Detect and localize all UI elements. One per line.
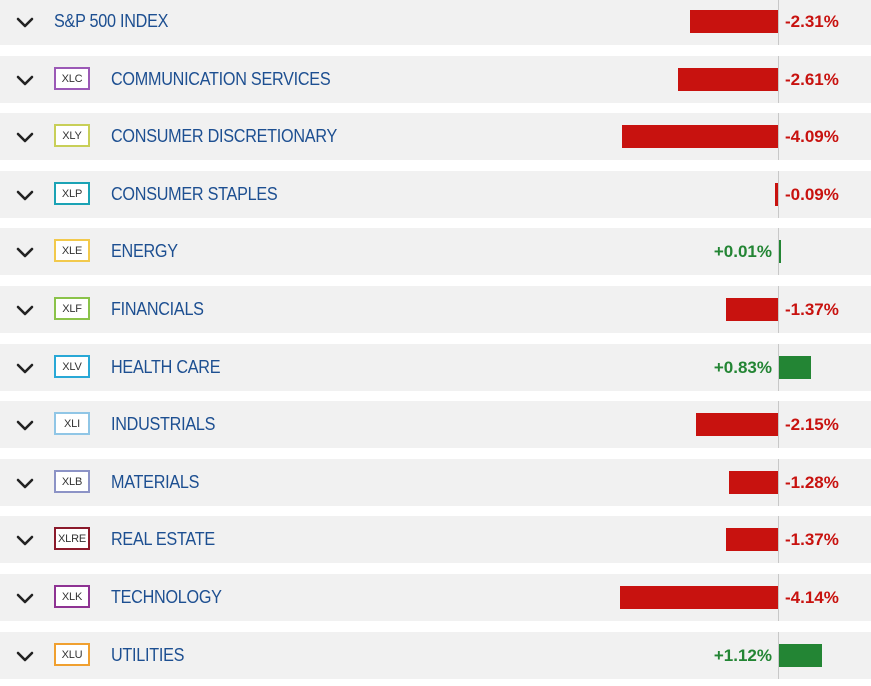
zero-axis-line (778, 113, 779, 160)
sector-name: UTILITIES (111, 645, 185, 665)
change-bar (690, 10, 778, 33)
change-percent: +0.83% (713, 358, 772, 377)
ticker-badge: XLU (54, 643, 90, 666)
chevron-down-icon[interactable] (14, 241, 36, 263)
change-percent: -2.61% (785, 70, 839, 89)
sector-row-xle[interactable]: XLE ENERGY +0.01% (0, 228, 871, 275)
sector-row-xlv[interactable]: XLV HEALTH CARE +0.83% (0, 344, 871, 391)
ticker-badge: XLF (54, 297, 90, 320)
chevron-down-icon[interactable] (14, 645, 36, 667)
zero-axis-line (778, 0, 779, 45)
chevron-down-icon[interactable] (14, 472, 36, 494)
change-bar (726, 528, 778, 551)
index-row-sp500[interactable]: S&P 500 INDEX -2.31% (0, 0, 871, 45)
zero-axis-line (778, 516, 779, 563)
sector-row-xly[interactable]: XLY CONSUMER DISCRETIONARY -4.09% (0, 113, 871, 160)
chevron-down-icon[interactable] (14, 184, 36, 206)
ticker-badge: XLC (54, 67, 90, 90)
change-percent: -0.09% (785, 185, 839, 204)
sector-name: COMMUNICATION SERVICES (111, 69, 331, 89)
zero-axis-line (778, 574, 779, 621)
chevron-down-icon[interactable] (14, 299, 36, 321)
change-bar (696, 413, 778, 436)
zero-axis-line (778, 56, 779, 103)
ticker-badge: XLB (54, 470, 90, 493)
change-bar (775, 183, 778, 206)
ticker-badge: XLV (54, 355, 90, 378)
sector-name: INDUSTRIALS (111, 414, 216, 434)
change-percent: -4.14% (785, 588, 839, 607)
zero-axis-line (778, 228, 779, 275)
sector-row-xli[interactable]: XLI INDUSTRIALS -2.15% (0, 401, 871, 448)
zero-axis-line (778, 632, 779, 679)
ticker-badge: XLP (54, 182, 90, 205)
sector-name: TECHNOLOGY (111, 587, 222, 607)
sector-row-xlre[interactable]: XLRE REAL ESTATE -1.37% (0, 516, 871, 563)
sector-row-xlk[interactable]: XLK TECHNOLOGY -4.14% (0, 574, 871, 621)
change-bar (622, 125, 778, 148)
change-percent: -4.09% (785, 127, 839, 146)
sector-row-xlb[interactable]: XLB MATERIALS -1.28% (0, 459, 871, 506)
chevron-down-icon[interactable] (14, 11, 36, 33)
ticker-badge: XLRE (54, 527, 90, 550)
ticker-badge: XLI (54, 412, 90, 435)
ticker-badge: XLE (54, 239, 90, 262)
ticker-badge: XLK (54, 585, 90, 608)
zero-axis-line (778, 171, 779, 218)
chevron-down-icon[interactable] (14, 587, 36, 609)
sector-row-xlf[interactable]: XLF FINANCIALS -1.37% (0, 286, 871, 333)
change-bar (726, 298, 778, 321)
chevron-down-icon[interactable] (14, 529, 36, 551)
sector-name: HEALTH CARE (111, 357, 221, 377)
ticker-badge: XLY (54, 124, 90, 147)
sector-name: CONSUMER STAPLES (111, 184, 278, 204)
zero-axis-line (778, 401, 779, 448)
change-bar (779, 356, 811, 379)
change-percent: -2.15% (785, 415, 839, 434)
change-percent: -1.37% (785, 300, 839, 319)
sector-name: CONSUMER DISCRETIONARY (111, 126, 337, 146)
change-bar (620, 586, 778, 609)
change-bar (779, 240, 781, 263)
zero-axis-line (778, 286, 779, 333)
sector-name: S&P 500 INDEX (54, 11, 169, 31)
sector-row-xlc[interactable]: XLC COMMUNICATION SERVICES -2.61% (0, 56, 871, 103)
sector-name: ENERGY (111, 241, 178, 261)
change-bar (678, 68, 778, 91)
chevron-down-icon[interactable] (14, 357, 36, 379)
change-bar (729, 471, 778, 494)
chevron-down-icon[interactable] (14, 126, 36, 148)
chevron-down-icon[interactable] (14, 414, 36, 436)
change-bar (779, 644, 822, 667)
change-percent: +1.12% (713, 646, 772, 665)
zero-axis-line (778, 344, 779, 391)
sector-row-xlp[interactable]: XLP CONSUMER STAPLES -0.09% (0, 171, 871, 218)
sector-row-xlu[interactable]: XLU UTILITIES +1.12% (0, 632, 871, 679)
change-percent: -1.28% (785, 473, 839, 492)
change-percent: -1.37% (785, 530, 839, 549)
sector-name: REAL ESTATE (111, 529, 215, 549)
change-percent: +0.01% (713, 242, 772, 261)
zero-axis-line (778, 459, 779, 506)
chevron-down-icon[interactable] (14, 69, 36, 91)
change-percent: -2.31% (785, 12, 839, 31)
sector-name: MATERIALS (111, 472, 200, 492)
sector-name: FINANCIALS (111, 299, 204, 319)
